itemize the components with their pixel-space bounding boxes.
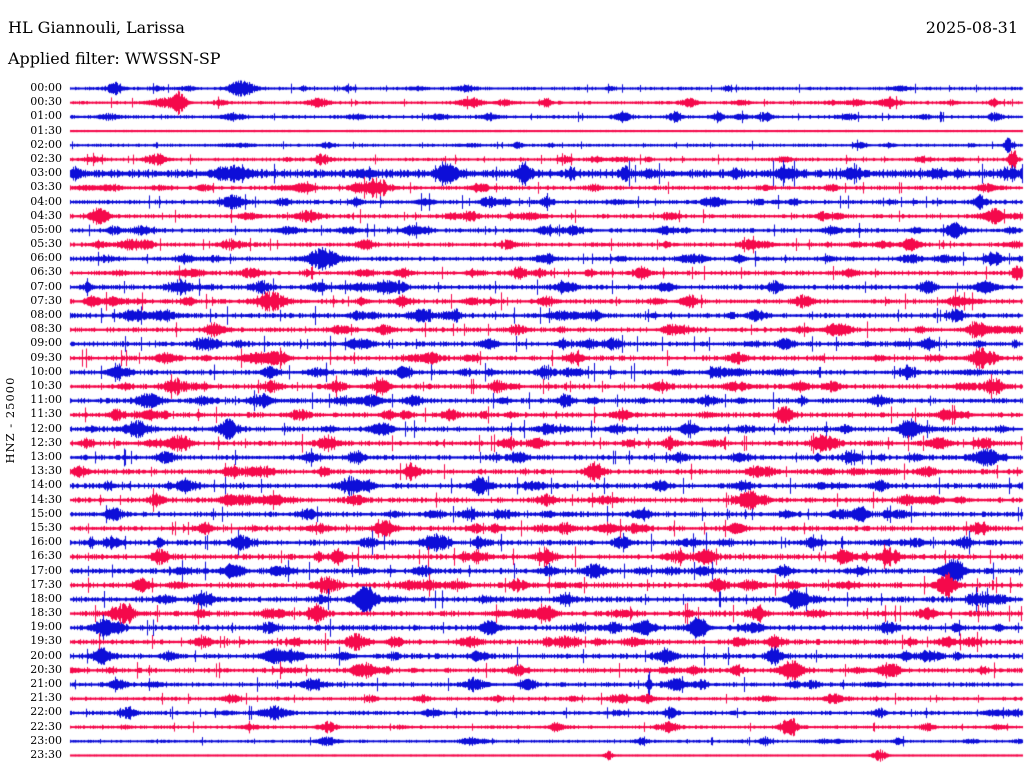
time-label: 12:00 <box>30 421 62 435</box>
time-label: 01:00 <box>30 109 62 123</box>
time-label: 17:30 <box>30 577 62 591</box>
time-label: 00:30 <box>30 95 62 109</box>
time-label: 16:00 <box>30 535 62 549</box>
time-label: 07:30 <box>30 293 62 307</box>
time-label: 02:00 <box>30 137 62 151</box>
time-label: 14:30 <box>30 492 62 506</box>
time-label: 04:00 <box>30 194 62 208</box>
time-label: 10:00 <box>30 364 62 378</box>
time-label: 15:00 <box>30 506 62 520</box>
time-label: 23:30 <box>30 748 62 761</box>
time-label: 05:00 <box>30 222 62 236</box>
time-label: 11:00 <box>30 393 62 407</box>
time-label: 22:30 <box>30 719 62 733</box>
time-label: 20:00 <box>30 648 62 662</box>
time-label: 13:30 <box>30 464 62 478</box>
time-label: 10:30 <box>30 379 62 393</box>
time-label: 03:30 <box>30 180 62 194</box>
station-title: HL Giannouli, Larissa <box>8 18 185 37</box>
time-label: 06:30 <box>30 265 62 279</box>
time-label: 08:30 <box>30 322 62 336</box>
time-label: 09:00 <box>30 336 62 350</box>
time-label: 06:00 <box>30 251 62 265</box>
time-label: 03:00 <box>30 166 62 180</box>
time-label: 13:00 <box>30 449 62 463</box>
time-label: 15:30 <box>30 520 62 534</box>
time-label: 14:00 <box>30 478 62 492</box>
time-label: 21:00 <box>30 677 62 691</box>
time-label: 04:30 <box>30 208 62 222</box>
time-label: 05:30 <box>30 237 62 251</box>
time-label: 19:00 <box>30 620 62 634</box>
applied-filter-label: Applied filter: WWSSN-SP <box>8 49 221 68</box>
time-label: 19:30 <box>30 634 62 648</box>
time-label: 18:30 <box>30 606 62 620</box>
time-label: 11:30 <box>30 407 62 421</box>
time-label: 20:30 <box>30 662 62 676</box>
time-label: 02:30 <box>30 151 62 165</box>
time-label: 07:00 <box>30 279 62 293</box>
time-label: 16:30 <box>30 549 62 563</box>
time-label: 00:00 <box>30 81 62 94</box>
time-label: 18:00 <box>30 591 62 605</box>
time-label: 23:00 <box>30 733 62 747</box>
time-label: 17:00 <box>30 563 62 577</box>
time-label: 09:30 <box>30 350 62 364</box>
time-label: 12:30 <box>30 435 62 449</box>
time-label: 08:00 <box>30 308 62 322</box>
time-label: 01:30 <box>30 123 62 137</box>
time-label: 21:30 <box>30 691 62 705</box>
time-label: 22:00 <box>30 705 62 719</box>
date-label: 2025-08-31 <box>925 18 1018 37</box>
